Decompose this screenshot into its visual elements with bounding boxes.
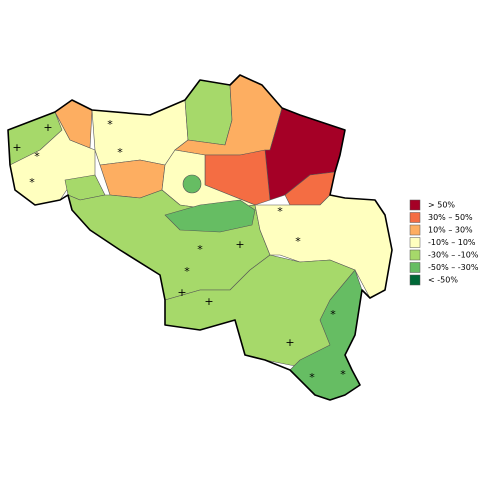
marker: * bbox=[340, 368, 346, 381]
marker: + bbox=[43, 121, 52, 134]
marker: * bbox=[295, 235, 301, 248]
legend-label: 10% – 30% bbox=[428, 226, 473, 235]
marker: * bbox=[330, 308, 336, 321]
marker: * bbox=[309, 371, 315, 384]
legend-swatch bbox=[409, 249, 421, 261]
border bbox=[7, 74, 393, 401]
marker: + bbox=[285, 336, 294, 349]
legend-swatch bbox=[409, 237, 421, 248]
legend-label: -10% – 10% bbox=[428, 238, 476, 247]
marker: + bbox=[12, 141, 21, 154]
marker: * bbox=[197, 243, 203, 256]
legend-swatch bbox=[409, 212, 421, 223]
legend-label: < -50% bbox=[428, 276, 458, 285]
legend: > 50% 30% – 50% 10% – 30% -10% – 10% -30% – … bbox=[409, 199, 479, 286]
marker: + bbox=[177, 286, 186, 299]
marker: * bbox=[29, 176, 35, 189]
legend-swatch bbox=[409, 262, 421, 273]
markers: + + * * * * * * + * + + * + * * * bbox=[12, 118, 346, 384]
marker: * bbox=[107, 118, 113, 131]
legend-label: -30% – -10% bbox=[428, 251, 479, 260]
region bbox=[164, 199, 256, 233]
legend-swatch bbox=[409, 274, 421, 286]
legend-label: 30% – 50% bbox=[428, 213, 473, 222]
legend-label: > 50% bbox=[428, 201, 455, 210]
legend-swatch bbox=[409, 199, 421, 211]
regions bbox=[7, 74, 393, 401]
marker: + bbox=[204, 295, 213, 308]
legend-label: -50% – -30% bbox=[428, 263, 479, 272]
region bbox=[182, 174, 202, 194]
legend-swatch bbox=[409, 224, 421, 236]
marker: * bbox=[184, 265, 190, 278]
marker: * bbox=[34, 150, 40, 163]
marker: * bbox=[117, 146, 123, 159]
marker: + bbox=[235, 238, 244, 251]
marker: * bbox=[277, 205, 283, 218]
